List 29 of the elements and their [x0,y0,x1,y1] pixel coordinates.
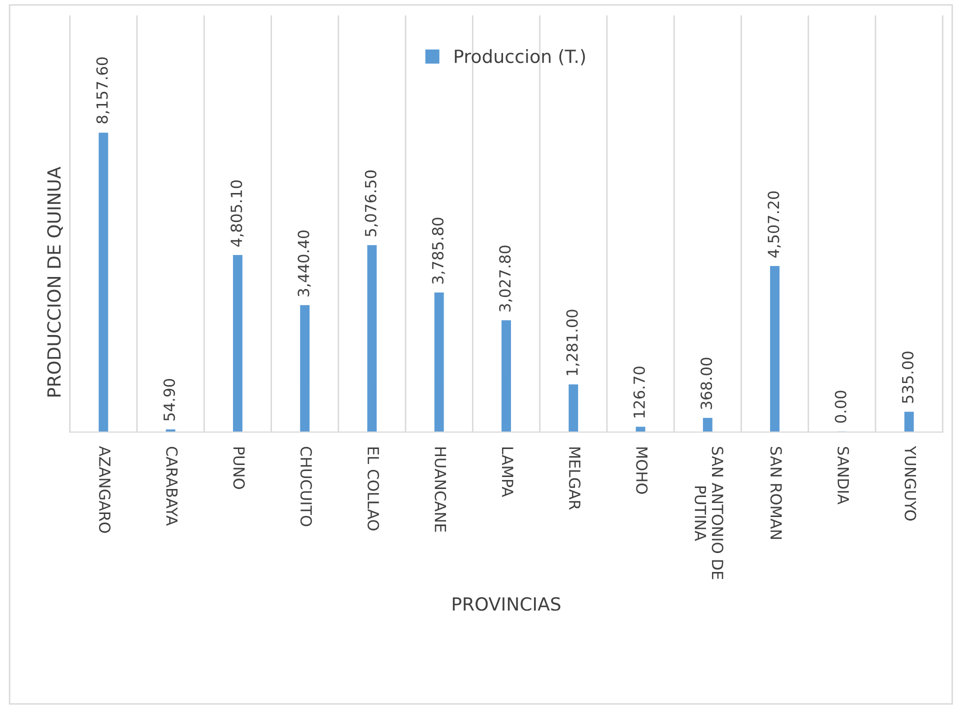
data-label: 8,157.60 [96,57,110,124]
x-tick-label: MELGAR [568,447,581,510]
legend-label: Produccion (T.) [454,49,585,66]
x-tick-label: EL COLLAO [368,447,380,530]
data-label: 1,281.00 [566,310,580,376]
y-axis-title: PRODUCCION DE QUINUA [47,166,63,396]
data-label: 4,805.10 [230,180,244,247]
x-tick-label: CARABAYA [166,446,178,526]
data-label: 54.90 [163,379,175,421]
x-tick-label: AZANGARO [98,446,111,533]
data-label: 126.70 [633,366,645,418]
x-tick-label: SAN ROMAN [770,446,782,539]
x-tick-label: LAMPA [502,447,514,498]
x-tick-label: SANDIA [838,446,850,504]
x-axis-title: PROVINCIAS [452,597,560,611]
data-label: 5,076.50 [364,170,378,236]
x-tick-label: MOHO [636,447,648,494]
data-label: 535.00 [902,352,914,403]
data-label: 3,027.80 [499,246,512,312]
x-tick-label: CHUCUITO [300,446,312,526]
data-label: 3,440.40 [298,230,311,296]
x-tick-label: HUANCANE [434,447,446,532]
data-label: 368.00 [700,358,712,410]
x-tick-label: PUNO [233,447,245,489]
x-tick-label: YUNGUYO [904,446,916,521]
data-label: 0.00 [834,390,846,423]
data-label: 3,785.80 [432,218,446,284]
x-tick-label: SAN ANTONIO DE PUTINA [694,446,724,580]
data-label: 4,507.20 [768,191,781,258]
